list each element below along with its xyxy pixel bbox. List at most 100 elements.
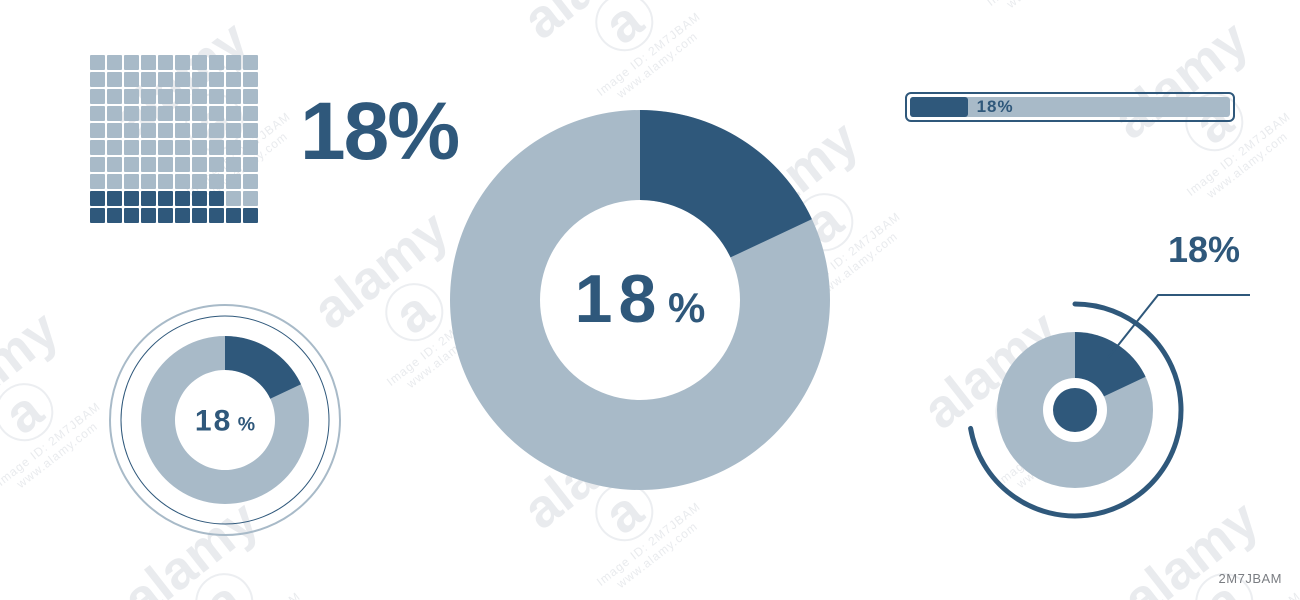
waffle-percent-label: 18% (300, 85, 458, 179)
waffle-cell-empty (175, 106, 190, 121)
waffle-cell-empty (90, 89, 105, 104)
waffle-cell-empty (226, 72, 241, 87)
waffle-cell-filled (124, 191, 139, 206)
waffle-cell-empty (90, 157, 105, 172)
progress-bar: 18% (905, 92, 1235, 122)
progress-label: 18% (977, 97, 1014, 117)
donut-small-label: 18 % (195, 405, 255, 438)
waffle-cell-empty (243, 89, 258, 104)
waffle-cell-empty (141, 55, 156, 70)
waffle-cell-empty (192, 106, 207, 121)
waffle-cell-empty (158, 157, 173, 172)
waffle-cell-empty (209, 140, 224, 155)
waffle-cell-empty (141, 123, 156, 138)
waffle-cell-empty (209, 106, 224, 121)
waffle-cell-empty (175, 140, 190, 155)
waffle-cell-empty (141, 89, 156, 104)
waffle-cell-filled (158, 208, 173, 223)
waffle-cell-empty (124, 140, 139, 155)
waffle-cell-empty (226, 174, 241, 189)
waffle-cell-filled (90, 191, 105, 206)
waffle-cell-empty (158, 106, 173, 121)
waffle-cell-empty (141, 72, 156, 87)
waffle-cell-filled (192, 208, 207, 223)
waffle-cell-empty (226, 106, 241, 121)
waffle-cell-empty (124, 72, 139, 87)
waffle-cell-empty (209, 55, 224, 70)
radial-hub (1053, 388, 1097, 432)
donut-small: 18 % (105, 300, 345, 540)
waffle-cell-empty (107, 140, 122, 155)
waffle-cell-empty (158, 89, 173, 104)
waffle-cell-empty (226, 157, 241, 172)
waffle-cell-empty (107, 174, 122, 189)
waffle-cell-empty (175, 174, 190, 189)
waffle-cell-empty (243, 191, 258, 206)
waffle-cell-empty (158, 55, 173, 70)
waffle-cell-empty (243, 106, 258, 121)
waffle-cell-empty (124, 106, 139, 121)
waffle-cell-empty (90, 174, 105, 189)
waffle-cell-empty (141, 106, 156, 121)
waffle-cell-empty (243, 140, 258, 155)
waffle-cell-empty (107, 123, 122, 138)
waffle-cell-empty (107, 72, 122, 87)
image-id-label: 2M7JBAM (1219, 571, 1282, 586)
radial-callout-label: 18% (1168, 229, 1240, 270)
waffle-cell-empty (226, 123, 241, 138)
waffle-cell-empty (209, 174, 224, 189)
content-layer: 18% 18 % 18 % 18% 18% (0, 0, 1300, 600)
donut-large: 18 % (445, 105, 835, 495)
waffle-cell-empty (175, 89, 190, 104)
waffle-cell-empty (175, 72, 190, 87)
waffle-cell-filled (226, 208, 241, 223)
waffle-cell-empty (90, 55, 105, 70)
waffle-cell-empty (192, 55, 207, 70)
waffle-cell-empty (141, 140, 156, 155)
waffle-cell-empty (90, 140, 105, 155)
waffle-cell-empty (124, 123, 139, 138)
waffle-cell-empty (209, 89, 224, 104)
waffle-cell-empty (226, 89, 241, 104)
waffle-cell-empty (243, 157, 258, 172)
waffle-cell-empty (175, 123, 190, 138)
waffle-cell-filled (124, 208, 139, 223)
waffle-cell-empty (226, 140, 241, 155)
waffle-cell-empty (158, 72, 173, 87)
progress-fill (910, 97, 968, 117)
waffle-cell-empty (209, 72, 224, 87)
waffle-cell-empty (192, 72, 207, 87)
waffle-cell-empty (209, 157, 224, 172)
waffle-cell-empty (175, 55, 190, 70)
waffle-cell-empty (192, 123, 207, 138)
waffle-cell-filled (192, 191, 207, 206)
waffle-cell-filled (158, 191, 173, 206)
waffle-cell-filled (175, 191, 190, 206)
waffle-cell-empty (158, 174, 173, 189)
waffle-cell-empty (192, 89, 207, 104)
waffle-cell-empty (158, 140, 173, 155)
waffle-cell-empty (243, 123, 258, 138)
waffle-cell-empty (226, 191, 241, 206)
waffle-cell-empty (141, 157, 156, 172)
waffle-cell-empty (226, 55, 241, 70)
radial-chart (959, 294, 1191, 526)
waffle-cell-empty (90, 123, 105, 138)
waffle-chart (90, 55, 258, 223)
donut-large-label: 18 % (575, 261, 706, 337)
waffle-cell-empty (192, 140, 207, 155)
waffle-cell-empty (107, 89, 122, 104)
waffle-cell-filled (141, 208, 156, 223)
waffle-cell-empty (209, 123, 224, 138)
waffle-cell-empty (124, 89, 139, 104)
waffle-cell-empty (90, 72, 105, 87)
donut-fill (225, 336, 301, 399)
waffle-cell-empty (107, 157, 122, 172)
waffle-cell-empty (243, 55, 258, 70)
waffle-cell-filled (107, 191, 122, 206)
waffle-cell-empty (192, 157, 207, 172)
waffle-cell-filled (209, 191, 224, 206)
waffle-cell-empty (141, 174, 156, 189)
waffle-cell-empty (107, 106, 122, 121)
waffle-cell-empty (243, 174, 258, 189)
